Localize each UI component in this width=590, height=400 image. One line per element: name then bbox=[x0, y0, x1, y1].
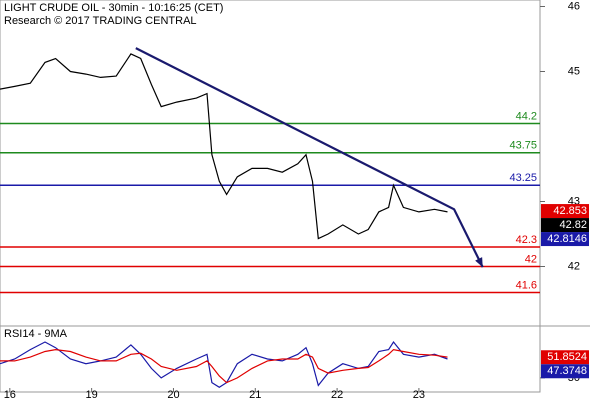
x-tick-label: 22 bbox=[331, 389, 343, 400]
rsi-title: RSI14 - 9MA bbox=[4, 328, 68, 340]
price-box-label: 42.853 bbox=[553, 205, 587, 217]
x-tick-label: 21 bbox=[249, 389, 261, 400]
chart-subtitle: Research © 2017 TRADING CENTRAL bbox=[4, 15, 197, 27]
y-tick-label: 42 bbox=[568, 260, 580, 272]
price-line bbox=[0, 348, 448, 384]
chart-title: LIGHT CRUDE OIL - 30min - 10:16:25 (CET) bbox=[4, 2, 223, 14]
y-tick-label: 46 bbox=[568, 0, 580, 12]
level-label: 41.6 bbox=[516, 279, 537, 291]
price-box-label: 42.82 bbox=[559, 219, 587, 231]
price-box bbox=[541, 350, 589, 365]
price-box bbox=[541, 364, 589, 379]
trendline bbox=[135, 47, 484, 268]
x-tick-label: 16 bbox=[4, 389, 16, 400]
y-tick-label: 45 bbox=[568, 65, 580, 77]
price-box bbox=[541, 218, 589, 233]
plot-frame bbox=[0, 0, 541, 393]
arrow-head bbox=[475, 257, 483, 268]
price-box bbox=[541, 204, 589, 219]
x-tick-label: 20 bbox=[167, 389, 179, 400]
x-tick-label: 23 bbox=[413, 389, 425, 400]
price-box bbox=[541, 232, 589, 247]
level-label: 43.75 bbox=[509, 140, 537, 152]
price-line bbox=[0, 340, 448, 389]
price-line bbox=[0, 53, 448, 240]
level-label: 42.3 bbox=[516, 234, 537, 246]
price-box-label: 47.3748 bbox=[547, 365, 587, 377]
price-box-label: 51.8524 bbox=[547, 351, 587, 363]
x-tick-label: 19 bbox=[86, 389, 98, 400]
level-label: 42 bbox=[525, 253, 537, 265]
level-label: 44.2 bbox=[516, 110, 537, 122]
price-box-label: 42.8146 bbox=[547, 233, 587, 245]
level-label: 43.25 bbox=[509, 172, 537, 184]
